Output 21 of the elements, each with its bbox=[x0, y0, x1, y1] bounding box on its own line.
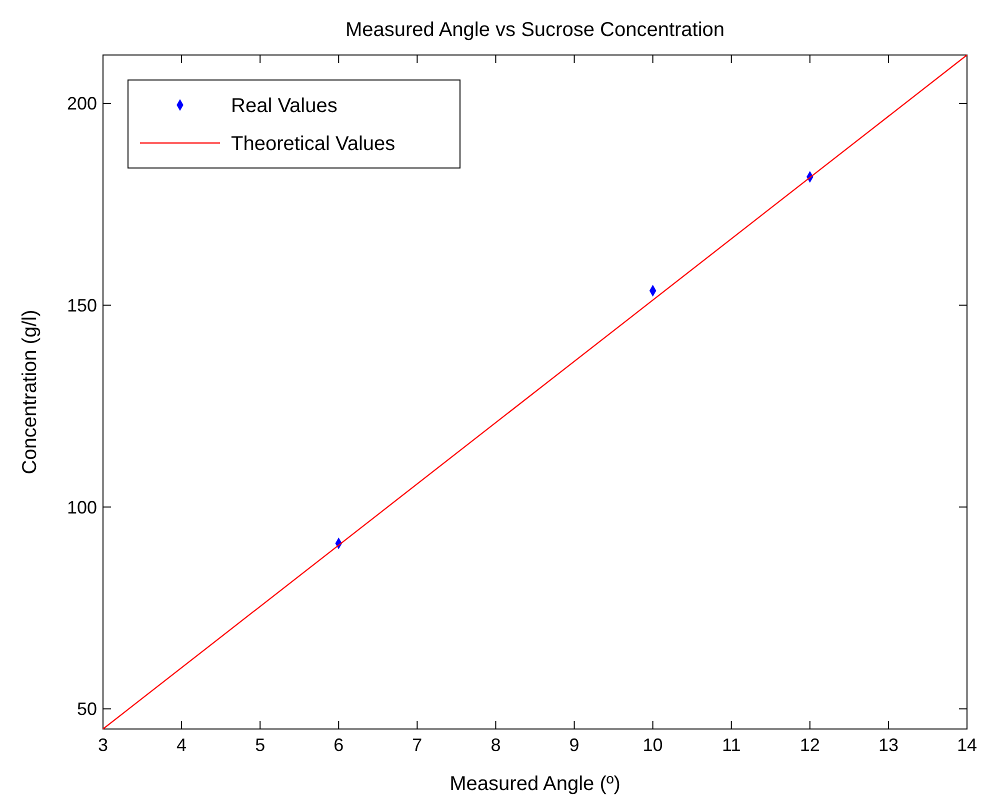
y-axis-title: Concentration (g/l) bbox=[19, 310, 41, 474]
x-tick-label: 6 bbox=[334, 735, 344, 755]
x-tick-label: 9 bbox=[569, 735, 580, 755]
x-tick-label: 14 bbox=[956, 735, 978, 755]
y-tick-label: 150 bbox=[66, 296, 97, 316]
x-tick-label: 3 bbox=[98, 735, 108, 755]
legend-label: Real Values bbox=[231, 95, 338, 117]
x-tick-label: 12 bbox=[800, 735, 820, 755]
x-tick-label: 7 bbox=[412, 735, 422, 755]
x-axis-title: Measured Angle (º) bbox=[450, 773, 620, 795]
x-tick-label: 8 bbox=[490, 735, 501, 755]
y-tick-label: 50 bbox=[76, 699, 97, 720]
legend-label: Theoretical Values bbox=[231, 133, 396, 155]
x-tick-label: 11 bbox=[722, 735, 741, 755]
y-tick-label: 200 bbox=[66, 94, 97, 114]
x-tick-label: 13 bbox=[878, 735, 898, 755]
x-tick-label: 5 bbox=[255, 735, 266, 755]
x-tick-label: 4 bbox=[176, 735, 187, 755]
chart-title: Measured Angle vs Sucrose Concentration bbox=[345, 19, 725, 41]
x-tick-label: 10 bbox=[642, 735, 663, 755]
y-tick-label: 100 bbox=[66, 497, 97, 518]
